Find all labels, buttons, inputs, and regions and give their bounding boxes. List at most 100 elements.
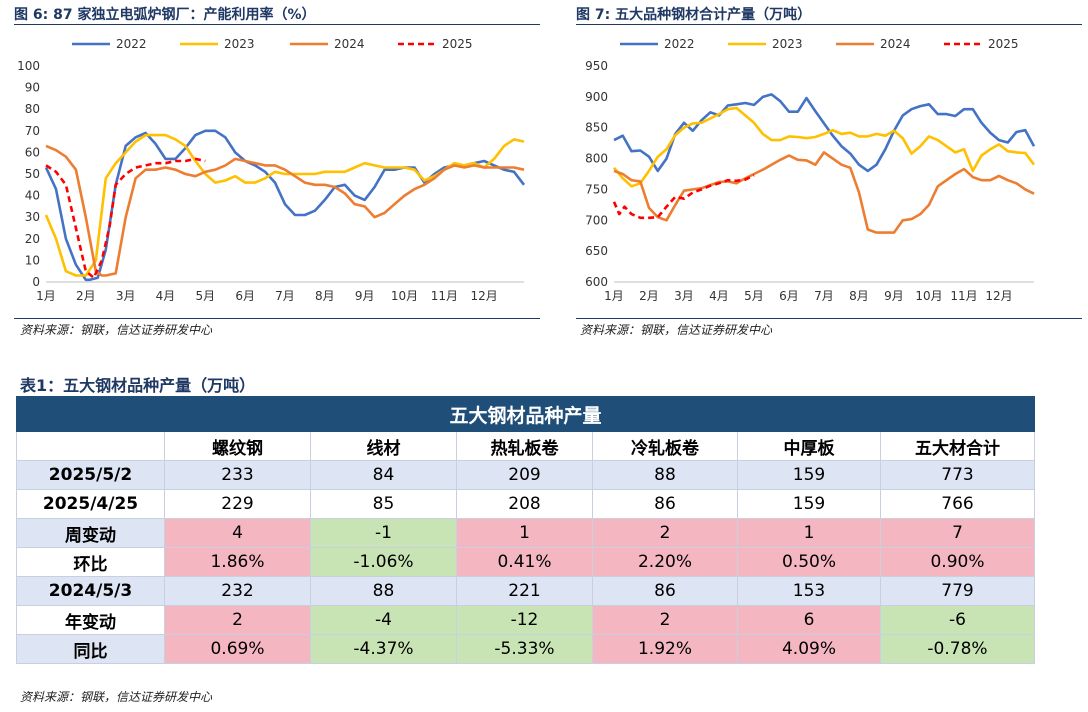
steel-output-table: 五大钢材品种产量 螺纹钢 线材 热轧板卷 冷轧板卷 中厚板 五大材合计 2025… (16, 396, 1035, 664)
figure-6-title-rule (14, 24, 540, 25)
y-tick-label: 0 (32, 275, 40, 289)
y-tick-label: 950 (585, 59, 608, 73)
table-cell: 86 (592, 489, 738, 519)
header-cell-blank (16, 431, 165, 461)
y-tick-label: 90 (25, 81, 40, 95)
series-line-2024 (45, 144, 525, 277)
x-tick-label: 4月 (156, 289, 176, 303)
header-cell-cold-rolled: 冷轧板卷 (592, 431, 738, 461)
x-tick-label: 5月 (744, 289, 764, 303)
x-tick-label: 7月 (814, 289, 834, 303)
series-line-2024 (613, 151, 1035, 234)
table-cell: 85 (310, 489, 457, 519)
x-tick-label: 7月 (275, 289, 295, 303)
table-cell: 0.41% (456, 547, 593, 577)
header-cell-wire-rod: 线材 (310, 431, 457, 461)
chart-five-steel-output: 600 650 700 750 800 850 900 950 1月 2月 3月 4月 5月 6月 7月 8月… (585, 37, 1036, 303)
table-cell: -4 (310, 605, 457, 635)
table-cell: 88 (592, 460, 738, 490)
x-tick-label: 3月 (674, 289, 694, 303)
row-label: 2025/5/2 (16, 460, 165, 490)
x-tick-label: 1月 (604, 289, 624, 303)
table-cell: 159 (737, 460, 881, 490)
x-tick-label: 12月 (471, 289, 498, 303)
table-row: 环比 1.86% -1.06% 0.41% 2.20% 0.50% 0.90% (16, 547, 1035, 577)
x-tick-label: 3月 (116, 289, 136, 303)
y-tick-label: 20 (25, 232, 40, 246)
table-cell: 221 (456, 576, 593, 606)
y-tick-label: 600 (585, 275, 608, 289)
series-line-2025 (45, 157, 206, 279)
table-cell: 1.86% (164, 547, 311, 577)
x-tick-label: 9月 (884, 289, 904, 303)
row-label: 2025/4/25 (16, 489, 165, 519)
table-cell: 2 (592, 518, 738, 548)
figure-7-source: 资料来源：钢联，信达证券研发中心 (580, 323, 773, 337)
x-tick-label: 9月 (355, 289, 375, 303)
legend-label-2025: 2025 (988, 37, 1019, 51)
table-cell: -1 (310, 518, 457, 548)
x-tick-label: 5月 (196, 289, 216, 303)
table-row: 2025/5/2 233 84 209 88 159 773 (16, 460, 1035, 490)
table-title: 表1：五大钢材品种产量（万吨） (20, 376, 256, 395)
table-cell: -1.06% (310, 547, 457, 577)
table-row: 周变动 4 -1 1 2 1 7 (16, 518, 1035, 548)
table-cell: -0.78% (880, 634, 1035, 664)
table-cell: -12 (456, 605, 593, 635)
row-label: 2024/5/3 (16, 576, 165, 606)
table-cell: 2 (164, 605, 311, 635)
table-banner: 五大钢材品种产量 (16, 396, 1035, 432)
table-row: 2025/4/25 229 85 208 86 159 766 (16, 489, 1035, 519)
x-tick-label: 12月 (985, 289, 1012, 303)
x-tick-label: 11月 (431, 289, 458, 303)
table-cell: 86 (592, 576, 738, 606)
y-tick-label: 50 (25, 167, 40, 181)
table-cell: 773 (880, 460, 1035, 490)
figure-7-title: 图 7: 五大品种钢材合计产量（万吨） (576, 7, 812, 23)
y-tick-label: 700 (585, 213, 608, 227)
y-tick-label: 40 (25, 189, 40, 203)
x-tick-label: 8月 (849, 289, 869, 303)
table-banner-row: 五大钢材品种产量 (16, 396, 1035, 432)
series-line-2022 (44, 129, 526, 282)
chart-capacity-utilization: 0 10 20 30 40 50 60 70 80 90 100 1月 2月 3月 4月 5月 6月 7月 8月 9月… (17, 37, 526, 303)
table-cell: 153 (737, 576, 881, 606)
figure-6-title: 图 6: 87 家独立电弧炉钢厂：产能利用率（%） (14, 7, 316, 23)
table-cell: 0.90% (880, 547, 1035, 577)
y-tick-label: 850 (585, 121, 608, 135)
y-tick-label: 30 (25, 210, 40, 224)
header-cell-medium-plate: 中厚板 (737, 431, 881, 461)
table-source: 资料来源：钢联，信达证券研发中心 (20, 690, 213, 704)
table-header-row: 螺纹钢 线材 热轧板卷 冷轧板卷 中厚板 五大材合计 (16, 431, 1035, 461)
table-cell: 232 (164, 576, 311, 606)
x-tick-label: 6月 (235, 289, 255, 303)
row-label: 周变动 (16, 518, 165, 548)
header-cell-rebar: 螺纹钢 (164, 431, 311, 461)
y-tick-label: 650 (585, 244, 608, 258)
table-cell: 779 (880, 576, 1035, 606)
y-tick-label: 70 (25, 124, 40, 138)
legend-label-2025: 2025 (442, 37, 473, 51)
figure-6-source: 资料来源：钢联，信达证券研发中心 (20, 323, 213, 337)
y-tick-label: 800 (585, 152, 608, 166)
series-line-2025 (612, 174, 755, 220)
table-cell: -4.37% (310, 634, 457, 664)
y-tick-label: 100 (17, 59, 40, 73)
y-tick-label: 750 (585, 182, 608, 196)
table-cell: 0.69% (164, 634, 311, 664)
legend-label-2023: 2023 (772, 37, 803, 51)
series-line-2023 (613, 106, 1036, 188)
x-tick-label: 2月 (76, 289, 96, 303)
y-tick-label: 900 (585, 90, 608, 104)
figure-7-source-rule (576, 318, 1082, 319)
x-tick-label: 4月 (709, 289, 729, 303)
table-cell: 2.20% (592, 547, 738, 577)
table-cell: -6 (880, 605, 1035, 635)
legend-label-2023: 2023 (224, 37, 255, 51)
y-tick-label: 60 (25, 145, 40, 159)
figure-6-source-rule (14, 318, 540, 319)
x-tick-label: 11月 (950, 289, 977, 303)
x-tick-label: 6月 (779, 289, 799, 303)
table-cell: 2 (592, 605, 738, 635)
y-tick-label: 10 (25, 253, 40, 267)
